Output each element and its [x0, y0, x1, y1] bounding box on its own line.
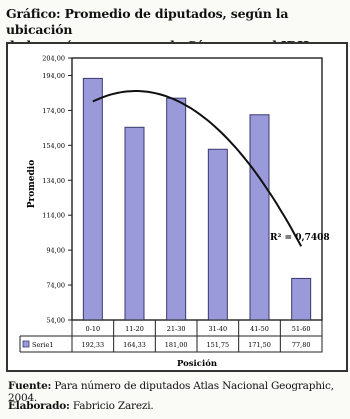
- r-squared-label: R² = 0,7408: [270, 233, 330, 243]
- y-tick-label: 204,00: [42, 55, 65, 63]
- legend-label: Serie1: [32, 341, 53, 349]
- bar: [207, 148, 228, 321]
- y-tick-label: 94,00: [46, 247, 65, 255]
- bar: [291, 277, 312, 321]
- legend-swatch: [22, 340, 30, 348]
- x-axis-label: Posición: [177, 358, 217, 369]
- y-tick-label: 194,00: [42, 72, 65, 80]
- x-category-label: 41-50: [250, 325, 269, 333]
- bar: [166, 97, 187, 321]
- y-tick-label: 54,00: [46, 317, 65, 325]
- x-category-label: 11-20: [125, 325, 144, 333]
- author-note: Elaborado: Fabricio Zarezi.: [8, 400, 154, 412]
- x-category-label: 21-30: [167, 325, 186, 333]
- bar: [82, 77, 103, 321]
- source-note: Fuente: Para número de diputados Atlas N…: [8, 380, 350, 404]
- x-category-label: 31-40: [208, 325, 227, 333]
- title-line-1: Gráfico: Promedio de diputados, según la…: [6, 6, 289, 37]
- author-text: Fabricio Zarezi.: [72, 400, 154, 412]
- x-category-label: 51-60: [292, 325, 311, 333]
- data-label: 77,80: [292, 341, 311, 349]
- bar: [124, 126, 145, 321]
- data-label: 164,33: [123, 341, 146, 349]
- y-tick-label: 134,00: [42, 177, 65, 185]
- data-label: 151,75: [206, 341, 229, 349]
- y-tick-label: 174,00: [42, 107, 65, 115]
- y-tick-label: 74,00: [46, 282, 65, 290]
- data-label: 192,33: [81, 341, 104, 349]
- bar: [249, 114, 270, 321]
- author-label: Elaborado:: [8, 400, 70, 412]
- bar-chart: 54,00 74,00 94,00 114,00 134,00 154,00 174,00 1…: [19, 55, 330, 369]
- source-label: Fuente:: [8, 380, 52, 392]
- data-label: 181,00: [165, 341, 188, 349]
- data-label: 171,50: [248, 341, 271, 349]
- x-category-label: 0-10: [86, 325, 101, 333]
- plot-area: [71, 57, 323, 321]
- y-axis-label: Promedio: [27, 160, 37, 208]
- source-text: Para número de diputados Atlas Nacional …: [8, 380, 334, 404]
- y-tick-label: 114,00: [42, 212, 65, 220]
- y-tick-label: 154,00: [42, 142, 65, 150]
- trendline: [92, 90, 303, 247]
- chart-frame: 54,00 74,00 94,00 114,00 134,00 154,00 174,00 1…: [6, 42, 348, 372]
